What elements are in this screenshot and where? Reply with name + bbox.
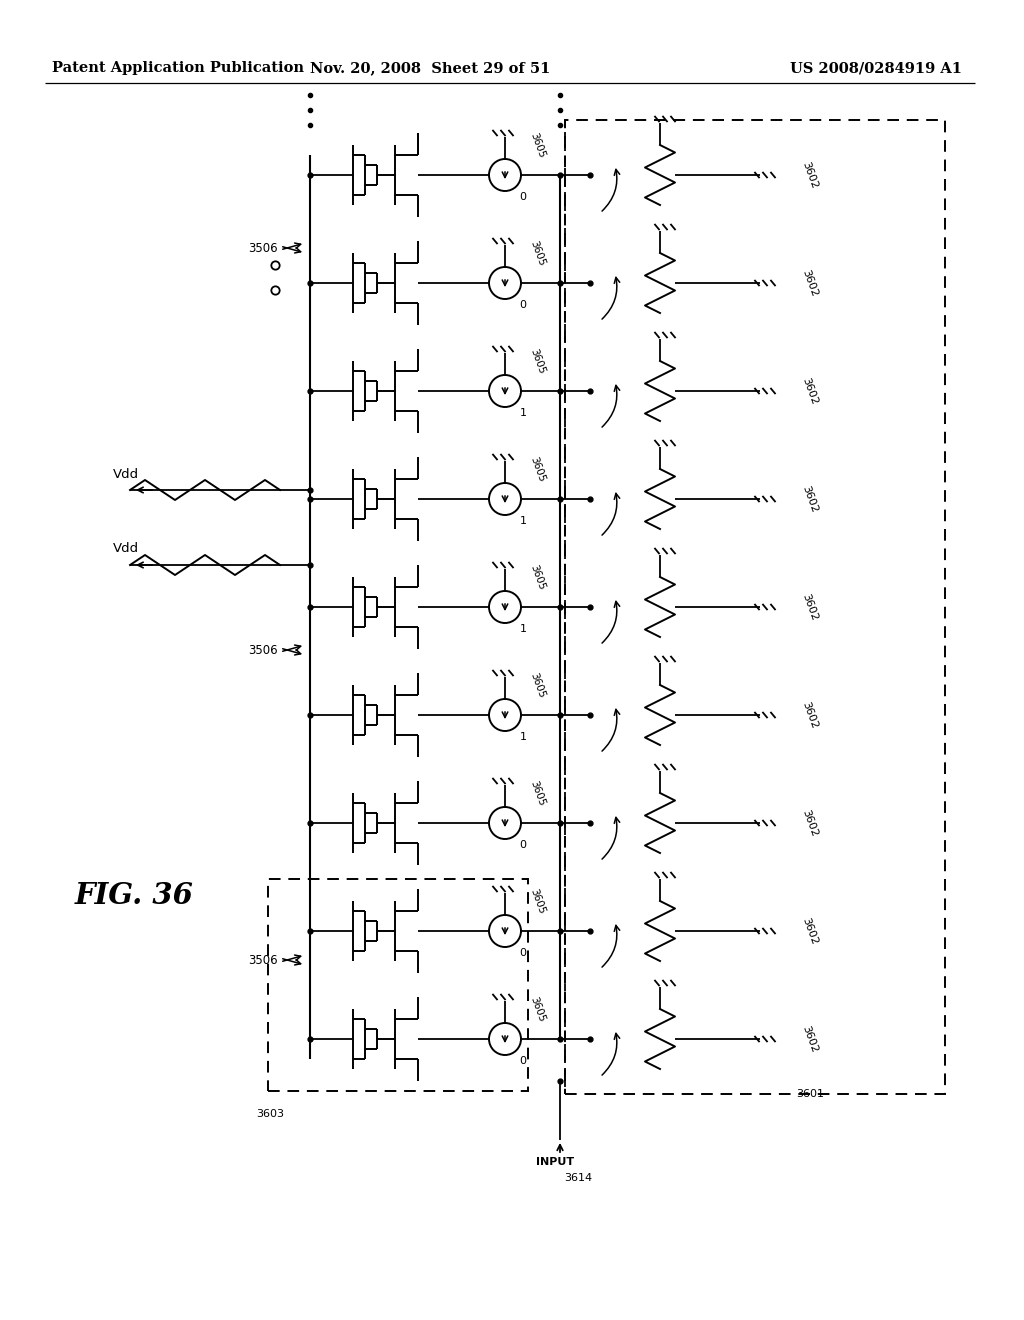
Text: Patent Application Publication: Patent Application Publication (52, 61, 304, 75)
Text: 3605: 3605 (527, 562, 546, 591)
Text: 0: 0 (519, 948, 526, 958)
Text: 3602: 3602 (800, 808, 819, 838)
Text: 3605: 3605 (527, 347, 546, 375)
Text: 0: 0 (519, 191, 526, 202)
Text: Vdd: Vdd (113, 467, 139, 480)
Text: 0: 0 (519, 1056, 526, 1067)
Text: 3602: 3602 (800, 376, 819, 407)
Text: 0: 0 (519, 300, 526, 310)
Text: 3605: 3605 (527, 779, 546, 807)
Text: 3605: 3605 (527, 887, 546, 915)
Text: Vdd: Vdd (113, 543, 139, 556)
Text: 3605: 3605 (527, 455, 546, 483)
Bar (268, 879, 528, 1092)
Bar (565, 120, 945, 1094)
Text: 1: 1 (519, 516, 526, 525)
Text: 3602: 3602 (800, 700, 819, 730)
Text: 3605: 3605 (527, 995, 546, 1023)
Text: 3605: 3605 (527, 671, 546, 700)
Text: 1: 1 (519, 408, 526, 418)
Text: 3603: 3603 (256, 1109, 284, 1119)
Text: 1: 1 (519, 624, 526, 634)
Text: 3605: 3605 (527, 131, 546, 160)
Text: 3605: 3605 (527, 239, 546, 267)
Text: 3602: 3602 (800, 160, 819, 190)
Text: 3506: 3506 (248, 953, 278, 966)
Text: 3602: 3602 (800, 916, 819, 946)
Text: 1: 1 (519, 733, 526, 742)
Text: 3601: 3601 (796, 1089, 824, 1100)
Text: 3614: 3614 (564, 1173, 592, 1183)
Text: FIG. 36: FIG. 36 (75, 880, 194, 909)
Text: 3506: 3506 (248, 644, 278, 656)
Text: 3602: 3602 (800, 268, 819, 298)
Text: 3506: 3506 (248, 242, 278, 255)
Text: 3602: 3602 (800, 484, 819, 513)
Text: 3602: 3602 (800, 593, 819, 622)
Text: 0: 0 (519, 840, 526, 850)
Text: Nov. 20, 2008  Sheet 29 of 51: Nov. 20, 2008 Sheet 29 of 51 (310, 61, 550, 75)
Text: US 2008/0284919 A1: US 2008/0284919 A1 (790, 61, 962, 75)
Text: 3602: 3602 (800, 1024, 819, 1053)
Text: INPUT: INPUT (536, 1158, 574, 1167)
